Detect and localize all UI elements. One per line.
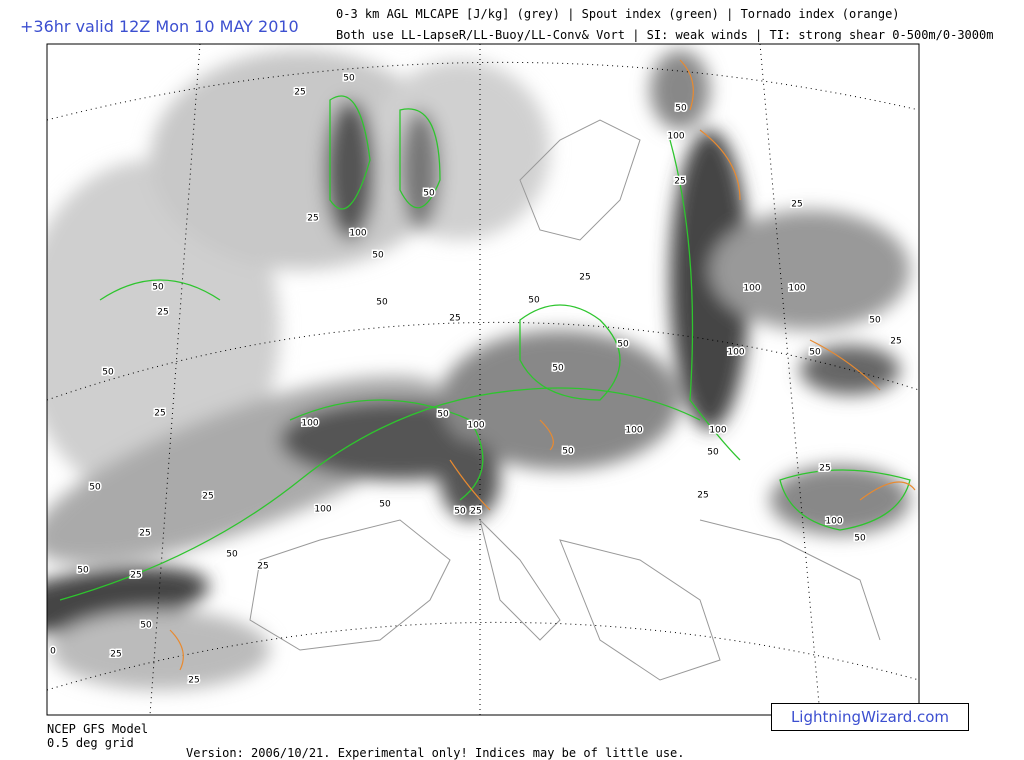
contour-label: 50: [552, 364, 564, 374]
contour-label: 100: [709, 426, 726, 436]
brand-link[interactable]: LightningWizard.com: [771, 703, 969, 731]
contour-label: 25: [130, 571, 141, 581]
tornado-contours: [169, 59, 916, 671]
contour-label: 25: [154, 409, 165, 419]
map-frame: [46, 43, 920, 716]
contour-label: 50: [379, 500, 391, 510]
contour-label: 50: [343, 74, 355, 84]
contour-label: 25: [139, 529, 150, 539]
contour-label: 25: [294, 88, 305, 98]
contour-label: 25: [819, 464, 830, 474]
contour-label: 25: [791, 200, 802, 210]
contour-label: 25: [697, 491, 708, 501]
contour-label: 50: [528, 296, 540, 306]
contour-label: 25: [157, 308, 168, 318]
contour-label: 50: [226, 550, 238, 560]
contour-label: 50: [152, 283, 164, 293]
contour-label: 50: [617, 340, 629, 350]
contour-label: 50: [707, 448, 719, 458]
contour-label: 100: [788, 284, 805, 294]
contour-label: 50: [675, 104, 687, 114]
coastlines: [249, 119, 881, 681]
contour-label: 0: [50, 647, 56, 657]
contour-label: 100: [467, 421, 484, 431]
contour-label: 25: [307, 214, 318, 224]
contour-label: 50: [102, 368, 114, 378]
contour-label: 100: [349, 229, 366, 239]
cape-shading: [47, 50, 910, 690]
spout-contours: [59, 95, 911, 601]
contour-label: 25: [110, 650, 121, 660]
legend-line: Both use LL-LapseR/LL-Buoy/LL-Conv& Vort…: [336, 28, 994, 42]
contour-label: 50: [89, 483, 101, 493]
contour-label: 100: [625, 426, 642, 436]
contour-label: 25: [579, 273, 590, 283]
contour-label: 50: [437, 410, 449, 420]
contour-label: 100: [301, 419, 318, 429]
contour-label: 25: [202, 492, 213, 502]
contour-label: 25: [257, 562, 268, 572]
legend-line: 0-3 km AGL MLCAPE [J/kg] (grey) | Spout …: [336, 7, 900, 21]
contour-label: 50: [140, 621, 152, 631]
contour-label: 100: [667, 132, 684, 142]
contour-label: 100: [743, 284, 760, 294]
contour-label: 50: [454, 507, 466, 517]
contour-label: 50: [423, 189, 435, 199]
contour-label: 50: [854, 534, 866, 544]
contour-label: 100: [727, 348, 744, 358]
graticule: [47, 44, 919, 715]
contour-label: 100: [825, 517, 842, 527]
model-note: NCEP GFS Model: [47, 722, 149, 736]
contour-label: 25: [470, 507, 481, 517]
contour-label: 50: [562, 447, 574, 457]
contour-label: 25: [449, 314, 460, 324]
grid-note: 0.5 deg grid: [47, 736, 134, 750]
version-note: Version: 2006/10/21. Experimental only! …: [186, 746, 685, 760]
contour-label: 25: [188, 676, 199, 686]
contour-label: 50: [809, 348, 821, 358]
contour-label: 25: [674, 177, 685, 187]
title: +36hr valid 12Z Mon 10 MAY 2010: [20, 17, 299, 36]
map-field: 50 25 25 100 50 50 50 50 25 50 25 50 25 25 50 25 50 25 50 0…: [47, 44, 919, 715]
contour-label: 50: [869, 316, 881, 326]
contour-label: 25: [890, 337, 901, 347]
contour-label: 100: [314, 505, 331, 515]
contour-label: 50: [372, 251, 384, 261]
contour-label: 50: [376, 298, 388, 308]
contour-label: 50: [77, 566, 89, 576]
